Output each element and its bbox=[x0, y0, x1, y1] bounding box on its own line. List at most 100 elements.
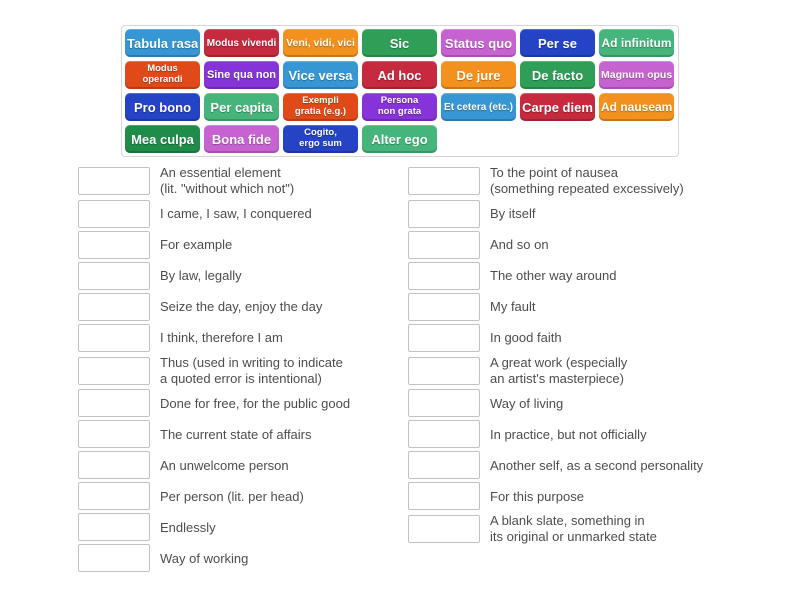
word-chip-label: Ad nauseam bbox=[601, 100, 672, 114]
definition-row: The current state of affairs bbox=[78, 420, 408, 449]
answer-slot[interactable] bbox=[408, 261, 480, 290]
answer-slot[interactable] bbox=[408, 323, 480, 352]
word-chip[interactable]: Modus vivendi bbox=[204, 29, 279, 57]
word-chip[interactable]: Per capita bbox=[204, 93, 279, 121]
word-chip-label: Per se bbox=[537, 35, 578, 51]
word-chip[interactable]: Sic bbox=[362, 29, 437, 57]
answer-slot[interactable] bbox=[78, 482, 150, 511]
word-chip[interactable]: Exempli gratia (e.g.) bbox=[283, 93, 358, 121]
answer-slot[interactable] bbox=[78, 199, 150, 228]
definition-row: An essential element (lit. "without whic… bbox=[78, 165, 408, 197]
answer-slot[interactable] bbox=[78, 451, 150, 480]
definition-text: In practice, but not officially bbox=[490, 426, 647, 442]
word-chip[interactable]: Carpe diem bbox=[520, 93, 595, 121]
word-chip[interactable]: Sine qua non bbox=[204, 61, 279, 89]
definition-text: And so on bbox=[490, 236, 549, 252]
definition-text: Another self, as a second personality bbox=[490, 457, 704, 473]
word-chip[interactable]: Ad infinitum bbox=[599, 29, 674, 57]
definition-text: Endlessly bbox=[160, 519, 216, 535]
word-chip-label: De jure bbox=[456, 67, 501, 83]
answer-slot[interactable] bbox=[78, 323, 150, 352]
definition-row: In good faith bbox=[408, 323, 798, 352]
word-chip-label: Ad infinitum bbox=[601, 36, 672, 50]
definition-row: For example bbox=[78, 230, 408, 259]
word-chip-label: Sic bbox=[389, 35, 410, 51]
word-chip-label: Persona non grata bbox=[377, 95, 422, 117]
definition-text: Thus (used in writing to indicate a quot… bbox=[160, 354, 343, 386]
definition-text: An unwelcome person bbox=[160, 457, 289, 473]
word-chip-label: Bona fide bbox=[211, 131, 272, 147]
word-chip[interactable]: Et cetera (etc.) bbox=[441, 93, 516, 121]
word-chip-label: Status quo bbox=[444, 35, 513, 51]
answer-slot[interactable] bbox=[408, 389, 480, 418]
word-chip[interactable]: Tabula rasa bbox=[125, 29, 200, 57]
answer-slot[interactable] bbox=[78, 261, 150, 290]
word-chip-label: Sine qua non bbox=[206, 69, 277, 81]
definition-text: Done for free, for the public good bbox=[160, 395, 351, 411]
word-chip[interactable]: De jure bbox=[441, 61, 516, 89]
word-chip[interactable]: Alter ego bbox=[362, 125, 437, 153]
definition-text: My fault bbox=[490, 298, 536, 314]
answer-slot[interactable] bbox=[408, 230, 480, 259]
word-chip[interactable]: Magnum opus bbox=[599, 61, 674, 89]
answer-slot[interactable] bbox=[408, 482, 480, 511]
word-chip-label: Tabula rasa bbox=[127, 35, 198, 51]
word-chip[interactable]: Persona non grata bbox=[362, 93, 437, 121]
word-chip-label: Modus operandi bbox=[142, 63, 183, 85]
definition-row: Per person (lit. per head) bbox=[78, 482, 408, 511]
word-chip[interactable]: Status quo bbox=[441, 29, 516, 57]
word-chip[interactable]: Pro bono bbox=[125, 93, 200, 121]
word-chip-label: De facto bbox=[531, 67, 584, 83]
definition-row: Thus (used in writing to indicate a quot… bbox=[78, 355, 408, 387]
definition-row: I came, I saw, I conquered bbox=[78, 199, 408, 228]
definition-text: Way of working bbox=[160, 550, 249, 566]
word-chip[interactable]: Vice versa bbox=[283, 61, 358, 89]
word-chip[interactable]: De facto bbox=[520, 61, 595, 89]
word-chip[interactable]: Bona fide bbox=[204, 125, 279, 153]
word-chip[interactable]: Veni, vidi, vici bbox=[283, 29, 358, 57]
definitions-left-column: An essential element (lit. "without whic… bbox=[78, 165, 408, 575]
definition-text: I came, I saw, I conquered bbox=[160, 205, 312, 221]
definition-row: My fault bbox=[408, 292, 798, 321]
word-chip[interactable]: Per se bbox=[520, 29, 595, 57]
definition-text: To the point of nausea (something repeat… bbox=[490, 165, 684, 196]
answer-slot[interactable] bbox=[78, 292, 150, 321]
definition-text: By law, legally bbox=[160, 267, 242, 283]
word-chip[interactable]: Cogito, ergo sum bbox=[283, 125, 358, 153]
word-chip[interactable]: Ad hoc bbox=[362, 61, 437, 89]
answer-slot[interactable] bbox=[78, 389, 150, 418]
definition-row: The other way around bbox=[408, 261, 798, 290]
answer-slot[interactable] bbox=[408, 420, 480, 449]
definition-text: An essential element (lit. "without whic… bbox=[160, 165, 295, 196]
definition-text: The other way around bbox=[490, 267, 617, 283]
answer-slot[interactable] bbox=[408, 166, 480, 195]
answer-slot[interactable] bbox=[78, 230, 150, 259]
answer-slot[interactable] bbox=[78, 356, 150, 385]
word-chip[interactable]: Ad nauseam bbox=[599, 93, 674, 121]
word-chip-label: Exempli gratia (e.g.) bbox=[294, 95, 347, 117]
definition-row: In practice, but not officially bbox=[408, 420, 798, 449]
definition-row: I think, therefore I am bbox=[78, 323, 408, 352]
definition-row: An unwelcome person bbox=[78, 451, 408, 480]
answer-slot[interactable] bbox=[408, 199, 480, 228]
answer-slot[interactable] bbox=[408, 356, 480, 385]
word-chip-label: Vice versa bbox=[288, 67, 353, 83]
answer-slot[interactable] bbox=[78, 544, 150, 573]
answer-slot[interactable] bbox=[408, 292, 480, 321]
definition-row: A blank slate, something in its original… bbox=[408, 513, 798, 545]
answer-slot[interactable] bbox=[78, 513, 150, 542]
definition-text: In good faith bbox=[490, 329, 562, 345]
word-chip-label: Cogito, ergo sum bbox=[299, 127, 342, 149]
definition-text: The current state of affairs bbox=[160, 426, 312, 442]
answer-slot[interactable] bbox=[408, 515, 480, 544]
answer-slot[interactable] bbox=[408, 451, 480, 480]
word-chip-label: Pro bono bbox=[133, 99, 192, 115]
word-chip[interactable]: Modus operandi bbox=[125, 61, 200, 89]
word-chip[interactable]: Mea culpa bbox=[125, 125, 200, 153]
answer-slot[interactable] bbox=[78, 166, 150, 195]
definitions-right-column: To the point of nausea (something repeat… bbox=[408, 165, 798, 575]
definition-row: Endlessly bbox=[78, 513, 408, 542]
word-chip-label: Alter ego bbox=[371, 131, 428, 147]
answer-slot[interactable] bbox=[78, 420, 150, 449]
word-chip-label: Carpe diem bbox=[522, 99, 593, 115]
